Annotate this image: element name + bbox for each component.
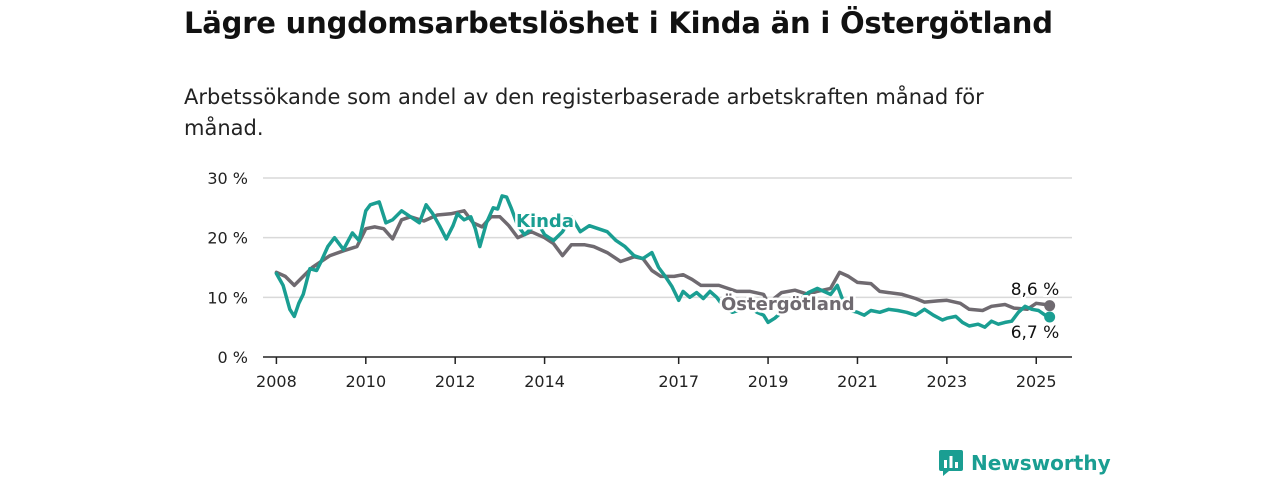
x-tick-label: 2010 (345, 372, 386, 391)
x-tick-label: 2017 (658, 372, 699, 391)
y-tick-label: 20 % (207, 229, 248, 248)
x-tick-label: 2025 (1016, 372, 1057, 391)
gridlines (263, 177, 1072, 358)
x-tick-label: 2014 (524, 372, 565, 391)
x-tick-label: 2021 (837, 372, 878, 391)
chart-title: Lägre ungdomsarbetslöshet i Kinda än i Ö… (184, 6, 1053, 40)
x-tick-label: 2012 (435, 372, 476, 391)
y-axis: 0 % 10 % 20 % 30 % (207, 169, 248, 367)
x-tick-label: 2023 (926, 372, 967, 391)
newsworthy-logo-icon (939, 450, 963, 476)
series-labels: Kinda Östergötland 8,6 % 6,7 % (514, 209, 1062, 346)
brand[interactable]: Newsworthy (938, 449, 1111, 477)
end-value-label: 8,6 % (1011, 280, 1060, 300)
series-end-point (1044, 300, 1056, 312)
chart-subtitle: Arbetssökande som andel av den registerb… (184, 85, 984, 140)
y-tick-label: 30 % (207, 169, 248, 188)
series-label-kinda: Kinda (516, 211, 574, 232)
x-tick-label: 2019 (748, 372, 789, 391)
y-tick-label: 10 % (207, 288, 248, 307)
series-label-ostergotland: Östergötland (721, 293, 855, 315)
brand-name: Newsworthy (971, 451, 1111, 475)
series-line-kinda (274, 194, 1052, 329)
y-tick-label: 0 % (218, 348, 248, 367)
series-lines (274, 194, 1056, 329)
series-end-point (1044, 311, 1056, 323)
x-tick-label: 2008 (256, 372, 297, 391)
series-line-ostergotland (274, 209, 1052, 313)
end-value-label: 6,7 % (1011, 323, 1060, 343)
x-axis: 2008 2010 2012 2014 2017 2019 2021 2023 2025 (256, 357, 1057, 391)
